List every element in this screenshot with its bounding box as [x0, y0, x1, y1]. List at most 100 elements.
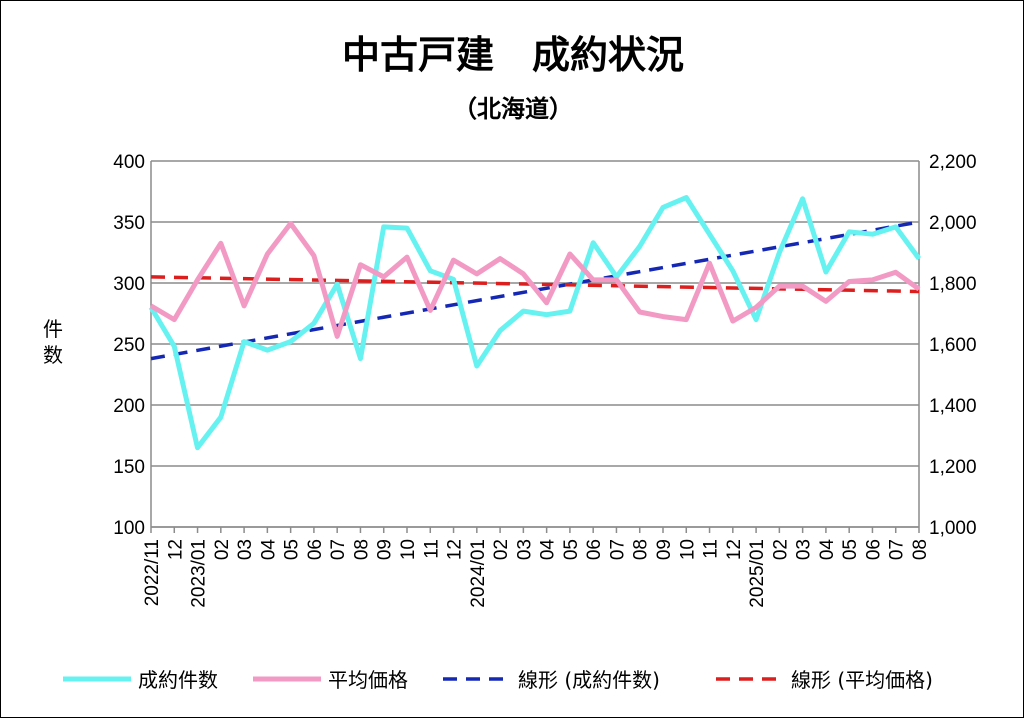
data-point-0	[313, 322, 315, 324]
data-point-1	[569, 253, 571, 255]
legend-label-0: 成約件数	[138, 668, 218, 692]
y-left-tick-label: 150	[113, 457, 145, 478]
data-point-0	[359, 358, 361, 360]
data-point-1	[592, 279, 594, 281]
legend-label-3: 線形 (平均価格)	[791, 668, 933, 692]
x-tick-label: 09	[654, 539, 675, 560]
data-point-1	[848, 280, 850, 282]
x-tick-label: 07	[607, 539, 628, 560]
x-tick-label: 12	[445, 539, 466, 560]
x-tick-label: 05	[561, 539, 582, 560]
x-tick-label: 04	[538, 539, 559, 561]
data-point-1	[685, 319, 687, 321]
legend: 成約件数 平均価格 線形 (成約件数) 線形 (平均価格)	[63, 668, 933, 692]
data-point-0	[709, 233, 711, 235]
y-right-tick-label: 1,200	[929, 457, 977, 478]
data-point-0	[243, 341, 245, 343]
y-left-tick-labels: 100 150 200 250 300 350 400	[113, 152, 145, 539]
x-tick-label: 04	[258, 539, 279, 561]
y-axis-label-char: 件	[43, 317, 63, 341]
y-left-tick-label: 400	[113, 152, 145, 173]
x-tick-label: 10	[677, 539, 698, 560]
gridlines	[151, 160, 919, 528]
data-point-0	[522, 310, 524, 312]
x-tick-label: 02	[770, 539, 791, 560]
data-point-1	[313, 255, 315, 257]
x-tick-label: 04	[817, 539, 838, 561]
data-point-0	[918, 258, 920, 260]
data-point-1	[895, 271, 897, 273]
data-point-1	[476, 273, 478, 275]
data-point-1	[243, 305, 245, 307]
data-point-1	[709, 262, 711, 264]
x-tick-label: 02	[491, 539, 512, 560]
data-point-1	[429, 309, 431, 311]
data-point-0	[383, 226, 385, 228]
data-point-0	[266, 349, 268, 351]
data-point-0	[615, 276, 617, 278]
data-point-0	[848, 231, 850, 233]
data-point-1	[499, 258, 501, 260]
x-tick-label: 06	[863, 539, 884, 560]
x-tick-label: 07	[887, 539, 908, 560]
y-right-tick-label: 1,000	[929, 518, 977, 539]
data-point-1	[918, 288, 920, 290]
x-tick-label: 07	[328, 539, 349, 560]
y-right-tick-label: 1,400	[929, 396, 977, 417]
data-point-0	[639, 245, 641, 247]
data-point-0	[406, 227, 408, 229]
data-point-1	[197, 279, 199, 281]
x-tick-label: 2025/01	[747, 539, 768, 608]
y-left-tick-label: 100	[113, 518, 145, 539]
data-point-0	[685, 197, 687, 199]
y-right-tick-label: 1,800	[929, 274, 977, 295]
data-point-1	[662, 316, 664, 318]
legend-label-2: 線形 (成約件数)	[518, 668, 660, 692]
chart-title: 中古戸建 成約状況	[342, 33, 684, 77]
data-point-0	[825, 271, 827, 273]
data-point-1	[522, 273, 524, 275]
x-tick-label: 05	[840, 539, 861, 560]
data-point-1	[290, 223, 292, 225]
y-right-tick-label: 1,600	[929, 335, 977, 356]
series-line-0	[148, 195, 922, 451]
data-point-0	[732, 270, 734, 272]
y-axis-label: 件数	[43, 317, 63, 367]
x-tick-label: 03	[794, 539, 815, 560]
x-tick-label: 08	[631, 539, 652, 560]
x-tick-label: 09	[375, 539, 396, 560]
x-tick-label: 03	[514, 539, 535, 560]
y-left-tick-label: 200	[113, 396, 145, 417]
data-point-1	[825, 300, 827, 302]
x-tick-label: 03	[235, 539, 256, 560]
data-point-0	[429, 270, 431, 272]
data-point-1	[871, 279, 873, 281]
x-tick-label: 02	[212, 539, 233, 560]
data-point-1	[150, 305, 152, 307]
series-line-2	[150, 220, 920, 361]
legend-label-1: 平均価格	[328, 668, 408, 692]
x-tick-label: 12	[724, 539, 745, 560]
data-point-0	[662, 206, 664, 208]
data-point-0	[755, 319, 757, 321]
chart-subtitle: （北海道）	[453, 95, 573, 123]
data-point-0	[453, 278, 455, 280]
x-tick-label: 08	[910, 539, 931, 560]
data-point-0	[871, 233, 873, 235]
data-point-1	[220, 242, 222, 244]
data-point-1	[453, 259, 455, 261]
x-tick-label: 05	[282, 539, 303, 560]
data-point-1	[639, 311, 641, 313]
data-point-0	[197, 447, 199, 449]
series-layer	[148, 195, 922, 451]
y-right-tick-label: 2,200	[929, 152, 977, 173]
data-point-0	[499, 330, 501, 332]
x-tick-label: 06	[584, 539, 605, 560]
data-point-0	[802, 198, 804, 200]
data-point-0	[592, 242, 594, 244]
axes	[150, 161, 920, 533]
y-left-tick-label: 300	[113, 274, 145, 295]
data-point-0	[778, 252, 780, 253]
data-point-0	[895, 226, 897, 228]
